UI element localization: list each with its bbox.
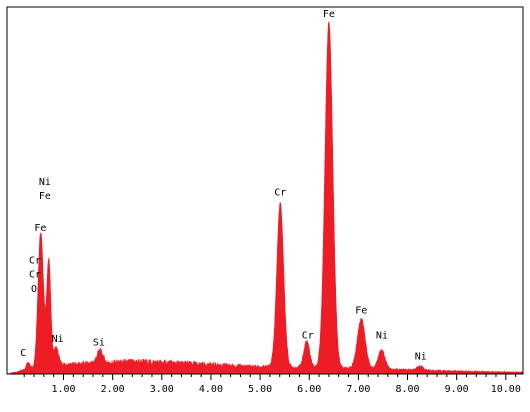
x-tick-label: 2.00 xyxy=(101,384,125,395)
peak-label: Si xyxy=(93,337,105,348)
peak-label: Cr xyxy=(274,188,286,199)
peak-label: Fe xyxy=(34,223,46,234)
x-tick-label: 3.00 xyxy=(150,384,174,395)
x-tick-label: 9.00 xyxy=(445,384,469,395)
x-tick-label: 1.00 xyxy=(51,384,75,395)
peak-label: Ni xyxy=(52,334,64,345)
x-tick-label: 8.00 xyxy=(395,384,419,395)
peak-label: Ni xyxy=(415,352,427,363)
peak-label: Cr xyxy=(29,255,41,266)
x-tick-label: 7.00 xyxy=(346,384,370,395)
peak-label: O xyxy=(31,284,37,295)
x-tick-label: 5.00 xyxy=(248,384,272,395)
x-tick-label: 4.00 xyxy=(199,384,223,395)
peak-label: Ni xyxy=(39,177,51,188)
peak-label: C xyxy=(20,348,26,359)
peak-label: Ni xyxy=(376,330,388,341)
peak-label: Fe xyxy=(355,305,367,316)
peak-label: Cr xyxy=(29,270,41,281)
plot-frame xyxy=(6,6,524,375)
peak-label: Fe xyxy=(323,9,335,20)
peak-label: Cr xyxy=(302,330,314,341)
peak-label: Fe xyxy=(39,191,51,202)
x-tick-label: 10.00 xyxy=(491,384,521,395)
x-tick-label: 6.00 xyxy=(297,384,321,395)
spectrum-area xyxy=(6,21,524,375)
